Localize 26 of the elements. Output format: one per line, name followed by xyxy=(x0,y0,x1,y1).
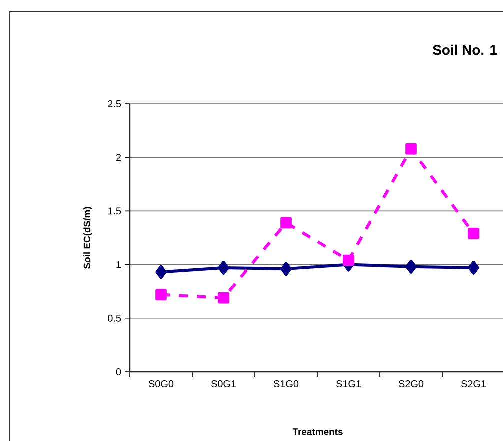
x-tick-label: S0G1 xyxy=(211,380,236,388)
x-axis-title: Treatments xyxy=(292,428,343,436)
x-tick-label: S2G1 xyxy=(461,380,486,388)
y-tick-label: 0 xyxy=(116,368,122,376)
y-tick-label: 1 xyxy=(116,261,122,268)
point xyxy=(218,261,230,275)
point xyxy=(280,262,292,276)
point xyxy=(406,260,417,274)
x-tick-label: S1G0 xyxy=(274,380,299,388)
y-tick-label: 2 xyxy=(116,154,122,162)
point xyxy=(468,228,480,240)
point xyxy=(218,292,230,304)
point xyxy=(156,289,167,300)
point xyxy=(156,265,167,280)
chart-title: Soil No. 1 xyxy=(433,44,498,56)
point xyxy=(468,261,480,275)
point xyxy=(406,143,417,155)
y-tick-label: 0.5 xyxy=(108,314,122,322)
y-tick-label: 2.5 xyxy=(108,100,122,108)
x-tick-label: S2G0 xyxy=(398,380,424,388)
point xyxy=(343,254,354,266)
x-tick-label: S1G1 xyxy=(336,380,362,388)
y-tick-label: 1.5 xyxy=(108,208,122,215)
point xyxy=(280,217,292,229)
y-axis-title: Soil EC(dS/m) xyxy=(84,207,92,270)
x-tick-label: S0G0 xyxy=(148,380,174,388)
